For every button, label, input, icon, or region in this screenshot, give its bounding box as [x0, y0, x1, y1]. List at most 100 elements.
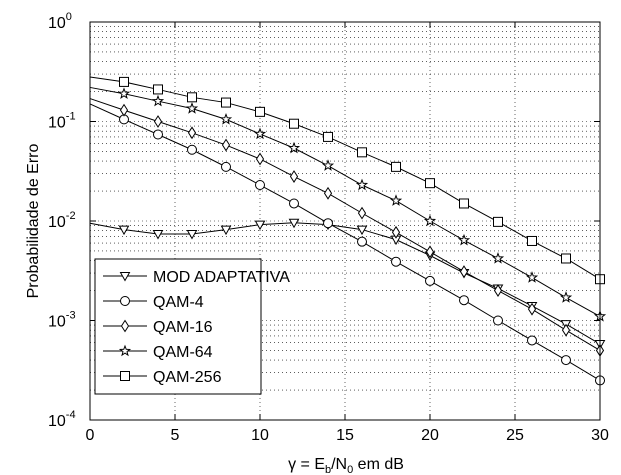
legend-label: QAM-16 [153, 319, 213, 336]
marker-square [120, 371, 130, 381]
marker-square [221, 97, 231, 108]
marker-triangle [119, 272, 131, 282]
x-axis-label: γ = Eb/N0 em dB [288, 456, 404, 475]
marker-square [323, 131, 333, 142]
marker-circle [561, 355, 571, 366]
marker-circle [289, 198, 299, 209]
x-tick-label: 15 [336, 427, 354, 444]
marker-square [255, 106, 265, 117]
marker-circle [391, 256, 401, 267]
marker-square [119, 76, 129, 87]
marker-star [253, 127, 267, 140]
y-axis-label: Probabilidade de Erro [25, 144, 42, 299]
marker-square [187, 92, 197, 103]
legend-label: QAM-256 [153, 369, 222, 386]
marker-diamond [255, 152, 265, 166]
x-tick-label: 5 [171, 427, 180, 444]
marker-star [185, 102, 199, 114]
y-tick-label: 10-4 [48, 409, 76, 430]
marker-triangle [288, 218, 300, 229]
marker-diamond [425, 245, 435, 259]
marker-square [357, 147, 367, 158]
marker-square [493, 216, 503, 227]
marker-diamond [459, 265, 469, 279]
marker-circle [221, 161, 231, 172]
x-tick-label: 20 [421, 427, 439, 444]
marker-star [389, 194, 403, 206]
series-line [89, 86, 601, 317]
marker-circle [255, 180, 265, 191]
marker-star [321, 159, 335, 171]
legend-label: MOD ADAPTATIVA [153, 269, 290, 286]
marker-diamond [120, 319, 130, 333]
marker-diamond [493, 284, 503, 297]
marker-diamond [289, 170, 299, 183]
marker-diamond [357, 206, 367, 220]
x-axis-label-sub-b: b [325, 464, 331, 475]
legend-label: QAM-4 [153, 294, 204, 311]
y-tick-label: 100 [48, 11, 72, 32]
marker-circle [493, 315, 503, 326]
marker-circle [357, 236, 367, 247]
marker-star [219, 112, 233, 125]
x-tick-label: 30 [591, 427, 609, 444]
marker-triangle [356, 225, 368, 236]
marker-star [117, 87, 131, 99]
x-axis-label-prefix: γ = E [288, 456, 325, 473]
x-axis-label-mid: /N [331, 456, 347, 473]
marker-diamond [561, 323, 571, 337]
marker-diamond [527, 302, 537, 316]
y-tick-label: 10-1 [48, 111, 76, 132]
marker-square [527, 235, 537, 246]
series-lines [89, 76, 601, 381]
x-axis-label-sub-0: 0 [347, 464, 353, 475]
series-line [89, 103, 601, 381]
legend: MOD ADAPTATIVA QAM-4 QAM-16 QAM-64 QAM-256 [94, 258, 290, 395]
y-tick-label: 10-2 [48, 210, 76, 231]
y-tick-label: 10-3 [48, 310, 76, 331]
marker-diamond [221, 138, 231, 152]
marker-square [391, 161, 401, 172]
marker-star [525, 271, 539, 283]
marker-square [561, 253, 571, 264]
marker-star [118, 344, 132, 357]
marker-triangle [220, 225, 232, 236]
marker-diamond [391, 225, 401, 239]
y-tick-labels: 100 10-1 10-2 10-3 10-4 [48, 11, 76, 430]
marker-square [153, 84, 163, 95]
marker-square [459, 198, 469, 209]
marker-circle [459, 295, 469, 306]
marker-circle [187, 144, 197, 155]
axis-ticks [89, 21, 601, 421]
marker-square [425, 178, 435, 189]
marker-triangle [254, 220, 266, 231]
x-axis-label-suffix: em dB [353, 456, 404, 473]
marker-star [423, 214, 437, 227]
marker-diamond [119, 103, 129, 117]
marker-triangle [118, 225, 130, 236]
marker-star [151, 94, 165, 107]
series-line [89, 76, 601, 280]
series-line [89, 98, 601, 351]
marker-circle [120, 296, 130, 306]
marker-diamond [187, 126, 197, 140]
marker-circle [425, 275, 435, 286]
marker-circle [153, 129, 163, 140]
marker-circle [323, 218, 333, 229]
marker-star [457, 233, 471, 246]
x-tick-label: 0 [86, 427, 95, 444]
series-markers [117, 76, 607, 386]
marker-diamond [153, 115, 163, 128]
x-tick-label: 10 [251, 427, 269, 444]
marker-star [559, 291, 573, 303]
marker-triangle [152, 230, 164, 240]
marker-circle [527, 335, 537, 346]
marker-square [289, 118, 299, 129]
marker-star [491, 252, 505, 264]
x-tick-labels: 0 5 10 15 20 25 30 [86, 427, 609, 444]
x-tick-label: 25 [506, 427, 524, 444]
marker-triangle [186, 230, 198, 240]
marker-star [355, 178, 369, 191]
marker-star [287, 141, 301, 154]
